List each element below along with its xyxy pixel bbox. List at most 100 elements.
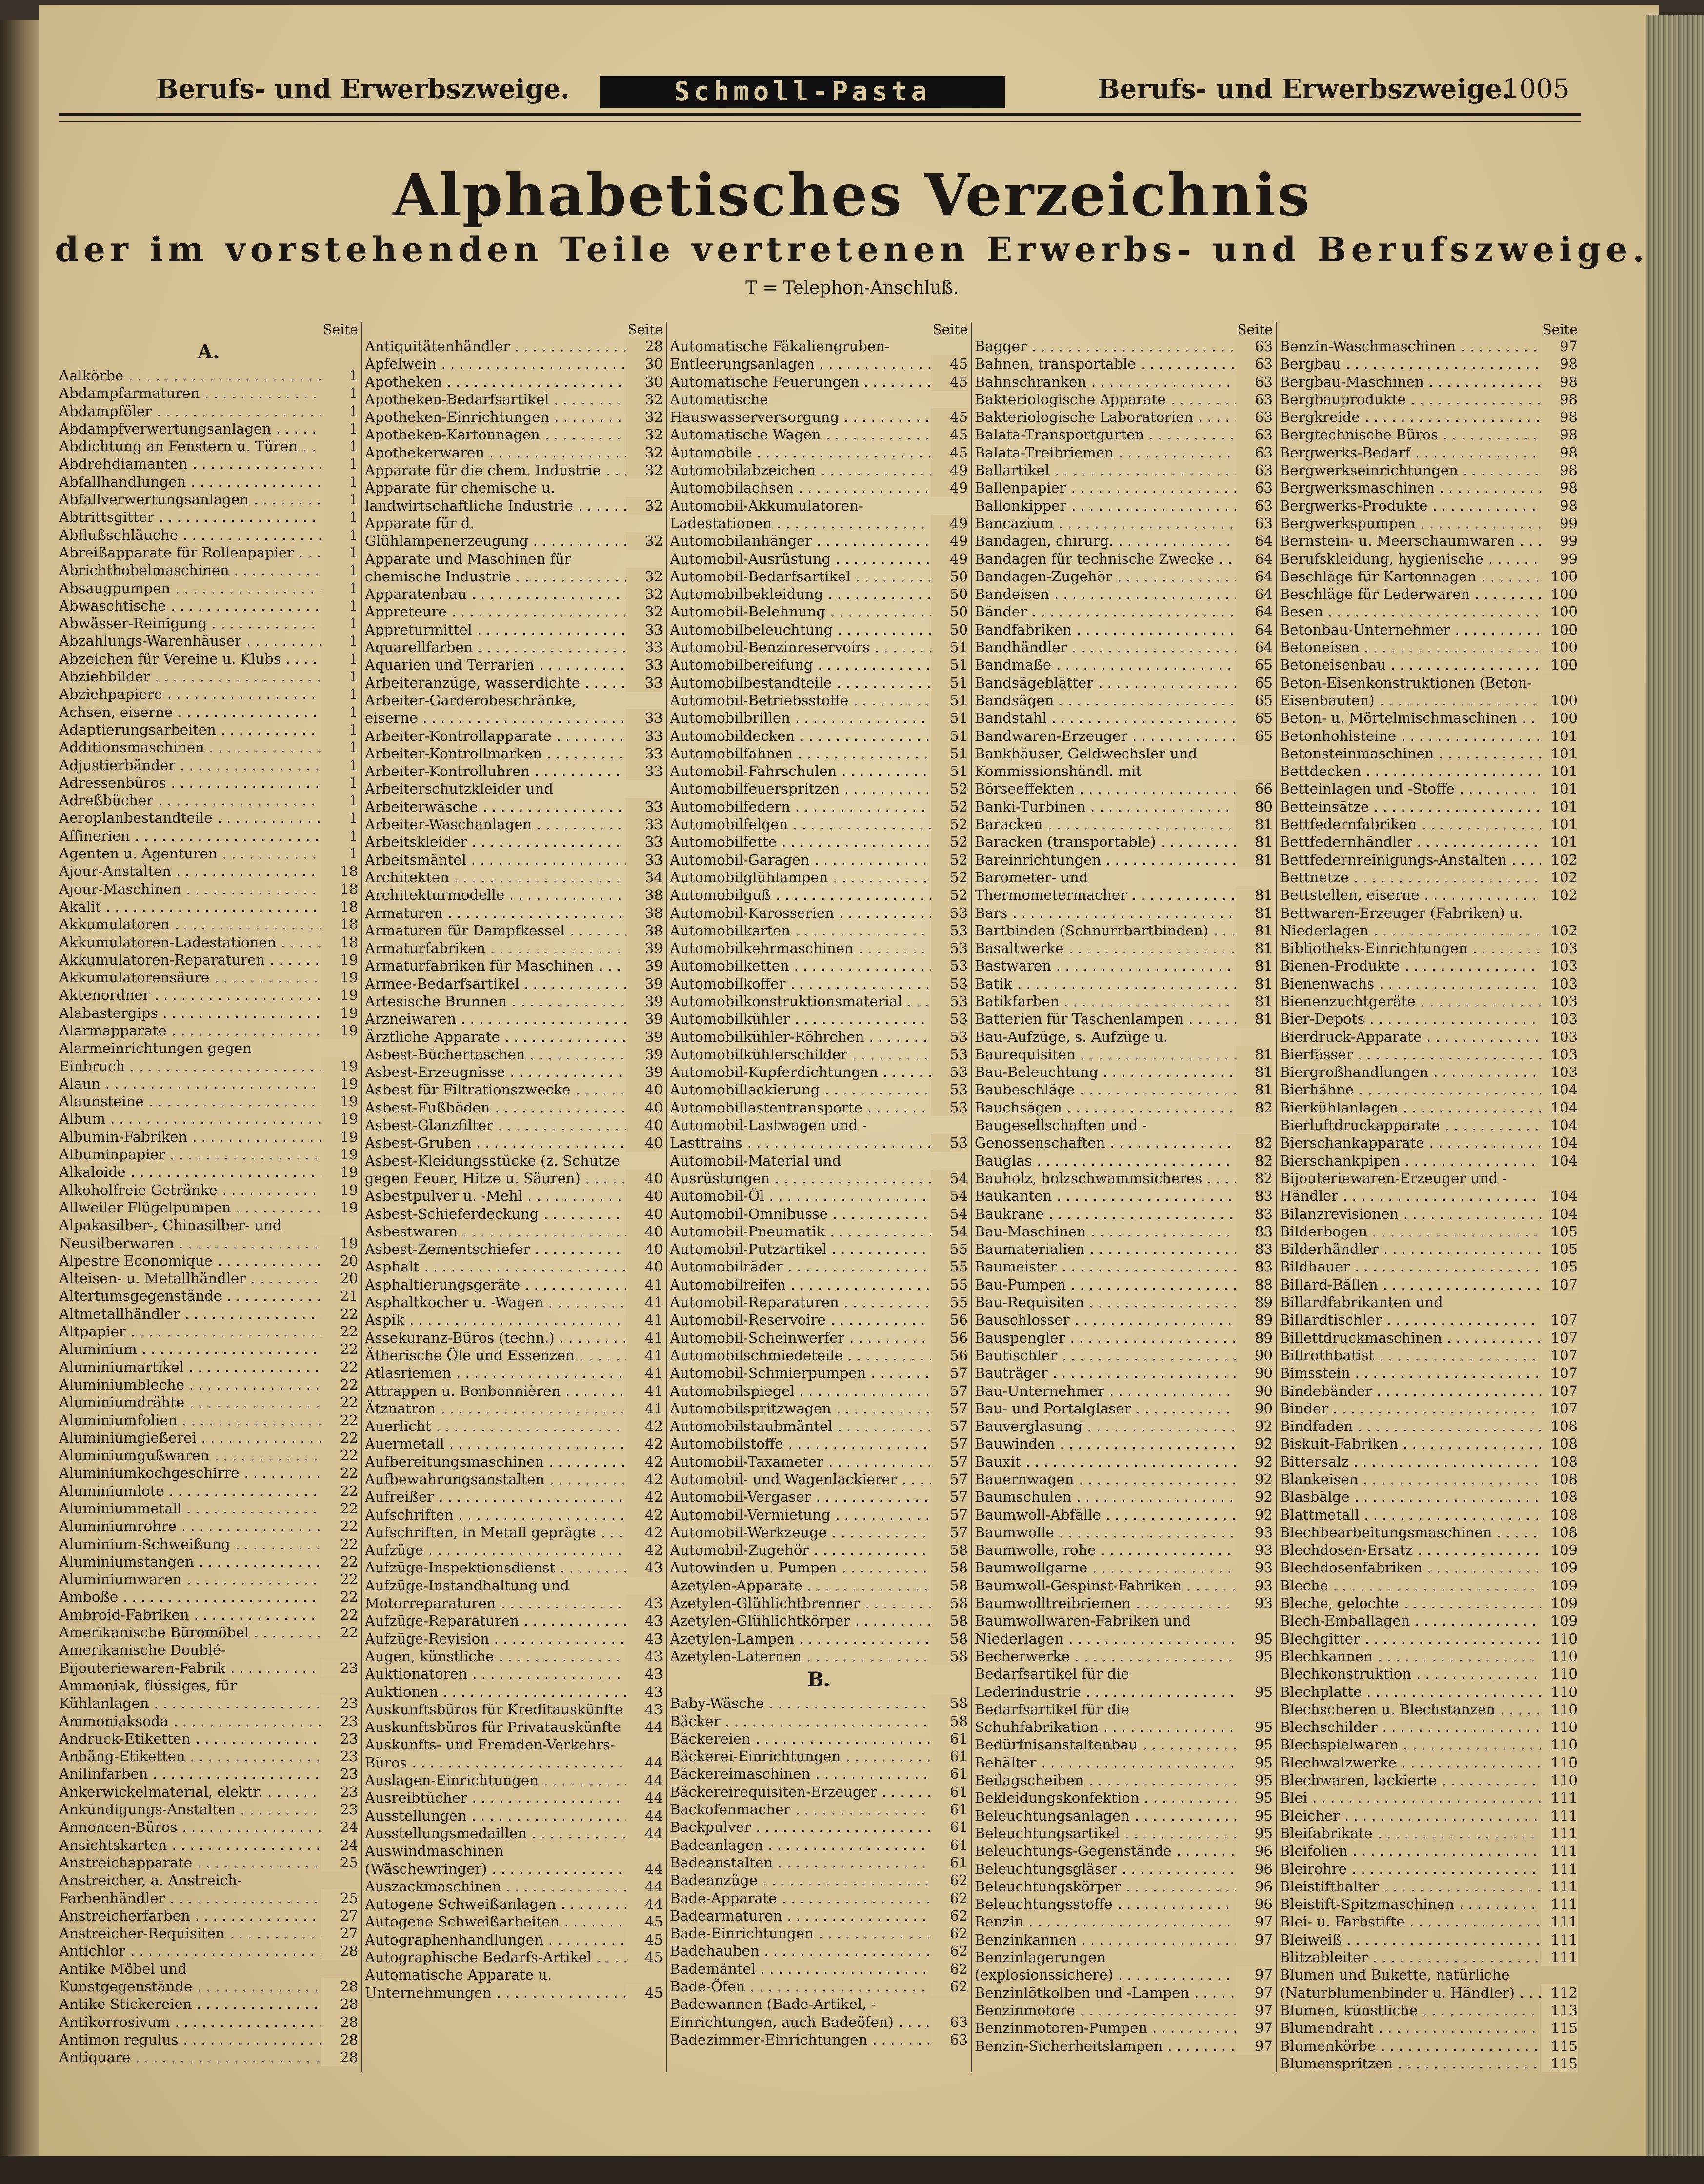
index-entry: Becherwerke 95 <box>975 1647 1273 1666</box>
entry-page: 18 <box>321 880 358 898</box>
entry-name: Bergtechnische Büros <box>1280 426 1438 443</box>
index-entry: Antikorrosivum 28 <box>59 2013 358 2031</box>
entry-page: 38 <box>626 886 663 904</box>
entry-name: Alpakasilber-, Chinasilber- und Neusilbe… <box>59 1217 281 1251</box>
entry-name: Akkumulatoren-Reparaturen <box>59 952 265 968</box>
entry-page: 112 <box>1541 1984 1578 2002</box>
entry-page: 110 <box>1541 1647 1578 1666</box>
entry-page: 101 <box>1541 727 1578 745</box>
entry-name: Bierluftdruckapparate <box>1280 1117 1440 1133</box>
entry-page: 95 <box>1236 1753 1273 1772</box>
entry-name: Automobil-Reparaturen <box>670 1294 839 1310</box>
index-entry: Blumenspritzen 115 <box>1280 2054 1578 2073</box>
index-entry: Benzinkannen 97 <box>975 1930 1273 1949</box>
index-entry: Automobilabzeichen 49 <box>670 461 968 479</box>
entry-page: 45 <box>626 1948 663 1966</box>
entry-name: Badezimmer-Einrichtungen <box>670 2031 867 2048</box>
entry-page: 44 <box>626 1877 663 1896</box>
index-entry: Albuminpapier 19 <box>59 1146 358 1164</box>
entry-page: 83 <box>1236 1205 1273 1223</box>
index-entry: Additionsmaschinen 1 <box>59 738 358 756</box>
index-entry: Aufreißer 42 <box>365 1488 663 1506</box>
entry-page: 33 <box>626 656 663 674</box>
entry-name: Asphaltkocher u. -Wagen <box>365 1294 543 1310</box>
index-entry: Bau-Aufzüge, s. Aufzüge u. Baurequisiten… <box>975 1028 1273 1064</box>
entry-name: Benzin-Waschmaschinen <box>1280 338 1456 355</box>
entry-name: Automobilbekleidung <box>670 586 823 602</box>
entry-name: Automobil-Taxameter <box>670 1453 823 1470</box>
entry-page: 100 <box>1541 620 1578 639</box>
entry-name: Automobilspiegel <box>670 1383 795 1399</box>
index-entry: Autographenhandlungen 45 <box>365 1930 663 1949</box>
entry-page: 40 <box>626 1205 663 1223</box>
entry-page: 44 <box>626 1771 663 1789</box>
entry-name: Bierdruck-Apparate <box>1280 1029 1422 1045</box>
index-columns: SeiteA.Aalkörbe1Abdampfarmaturen1Abdampf… <box>56 322 1581 2073</box>
entry-page: 42 <box>626 1435 663 1453</box>
entry-name: Bade-Öfen <box>670 1978 745 1995</box>
index-entry: Blechdosen-Ersatz 109 <box>1280 1541 1578 1559</box>
entry-page: 99 <box>1541 514 1578 533</box>
entry-name: Attrappen u. Bonbonnièren <box>365 1383 561 1399</box>
entry-page: 1 <box>321 419 358 438</box>
entry-page: 1 <box>321 543 358 562</box>
index-entry: Alpestre Economique 20 <box>59 1251 358 1270</box>
index-entry: Automobil-Omnibusse 54 <box>670 1205 968 1223</box>
index-entry: Apparatenbau 32 <box>365 585 663 603</box>
index-entry: Badehauben 62 <box>670 1942 968 1960</box>
index-entry: Balata-Treibriemen 63 <box>975 443 1273 462</box>
index-entry: Baby-Wäsche 58 <box>670 1694 968 1712</box>
entry-name: Benzinkannen <box>975 1931 1076 1948</box>
entry-page: 39 <box>626 1010 663 1028</box>
entry-page: 65 <box>1236 656 1273 674</box>
entry-name: Baumwolle <box>975 1524 1054 1541</box>
entry-name: Betoneisenbau <box>1280 656 1386 673</box>
entry-name: Automobil-Scheinwerfer <box>670 1330 844 1346</box>
entry-name: Atlasriemen <box>365 1365 451 1381</box>
index-entry: Aufzüge-Instandhaltung und Motorreparatu… <box>365 1577 663 1612</box>
entry-name: Auermetall <box>365 1435 444 1452</box>
entry-name: Bandagen-Zugehör <box>975 568 1112 585</box>
entry-page: 28 <box>321 1942 358 1960</box>
entry-name: Bartbinden (Schnurrbartbinden) <box>975 922 1208 939</box>
entry-name: Ätherische Öle und Essenzen <box>365 1347 575 1364</box>
entry-name: Armaturen <box>365 905 443 921</box>
entry-page: 63 <box>1236 390 1273 409</box>
entry-page: 32 <box>626 390 663 409</box>
entry-page: 49 <box>931 514 968 533</box>
index-entry: Bagger 63 <box>975 338 1273 356</box>
entry-name: Betonbau-Unternehmer <box>1280 621 1450 638</box>
entry-name: Automobilkehrmaschinen <box>670 940 853 956</box>
index-entry: Abdampfverwertungsanlagen 1 <box>59 419 358 438</box>
entry-page: 39 <box>626 939 663 957</box>
entry-name: Abflußschläuche <box>59 527 178 543</box>
entry-page: 45 <box>626 1930 663 1949</box>
entry-name: Bibliotheks-Einrichtungen <box>1280 940 1468 956</box>
entry-name: Allweiler Flügelpumpen <box>59 1199 231 1216</box>
index-entry: Automobilanhänger 49 <box>670 532 968 550</box>
index-entry: Automatische Feuerungen 45 <box>670 373 968 391</box>
entry-name: Blumen und Bukette, natürliche (Naturblu… <box>1280 1966 1515 2001</box>
entry-page: 51 <box>931 656 968 674</box>
index-entry: Bastwaren 81 <box>975 957 1273 975</box>
index-entry: Bandhändler 64 <box>975 638 1273 656</box>
index-entry: Automobil-Ausrüstung 49 <box>670 550 968 568</box>
entry-name: Apfelwein <box>365 356 437 372</box>
index-entry: Betonbau-Unternehmer 100 <box>1280 620 1578 639</box>
entry-page: 63 <box>1236 426 1273 444</box>
entry-name: Assekuranz-Büros (techn.) <box>365 1330 555 1346</box>
index-entry: Automobilfelgen 52 <box>670 815 968 834</box>
entry-page: 63 <box>1236 461 1273 479</box>
entry-name: Bahnen, transportable <box>975 356 1136 372</box>
index-entry: Bau-Unternehmer 90 <box>975 1382 1273 1400</box>
entry-name: Auswindmaschinen (Wäschewringer) <box>365 1843 503 1877</box>
entry-name: Abwässer-Reinigung <box>59 615 207 632</box>
entry-name: Benzinlötkolben und -Lampen <box>975 1985 1189 2001</box>
index-entry: Ajour-Maschinen 18 <box>59 880 358 898</box>
entry-page: 1 <box>321 685 358 703</box>
index-entry: Automobilkonstruktionsmaterial 53 <box>670 992 968 1011</box>
entry-page: 57 <box>931 1435 968 1453</box>
entry-name: Aluminium-Schweißung <box>59 1536 230 1552</box>
entry-page: 92 <box>1236 1452 1273 1470</box>
index-entry: Biskuit-Fabriken 108 <box>1280 1435 1578 1453</box>
